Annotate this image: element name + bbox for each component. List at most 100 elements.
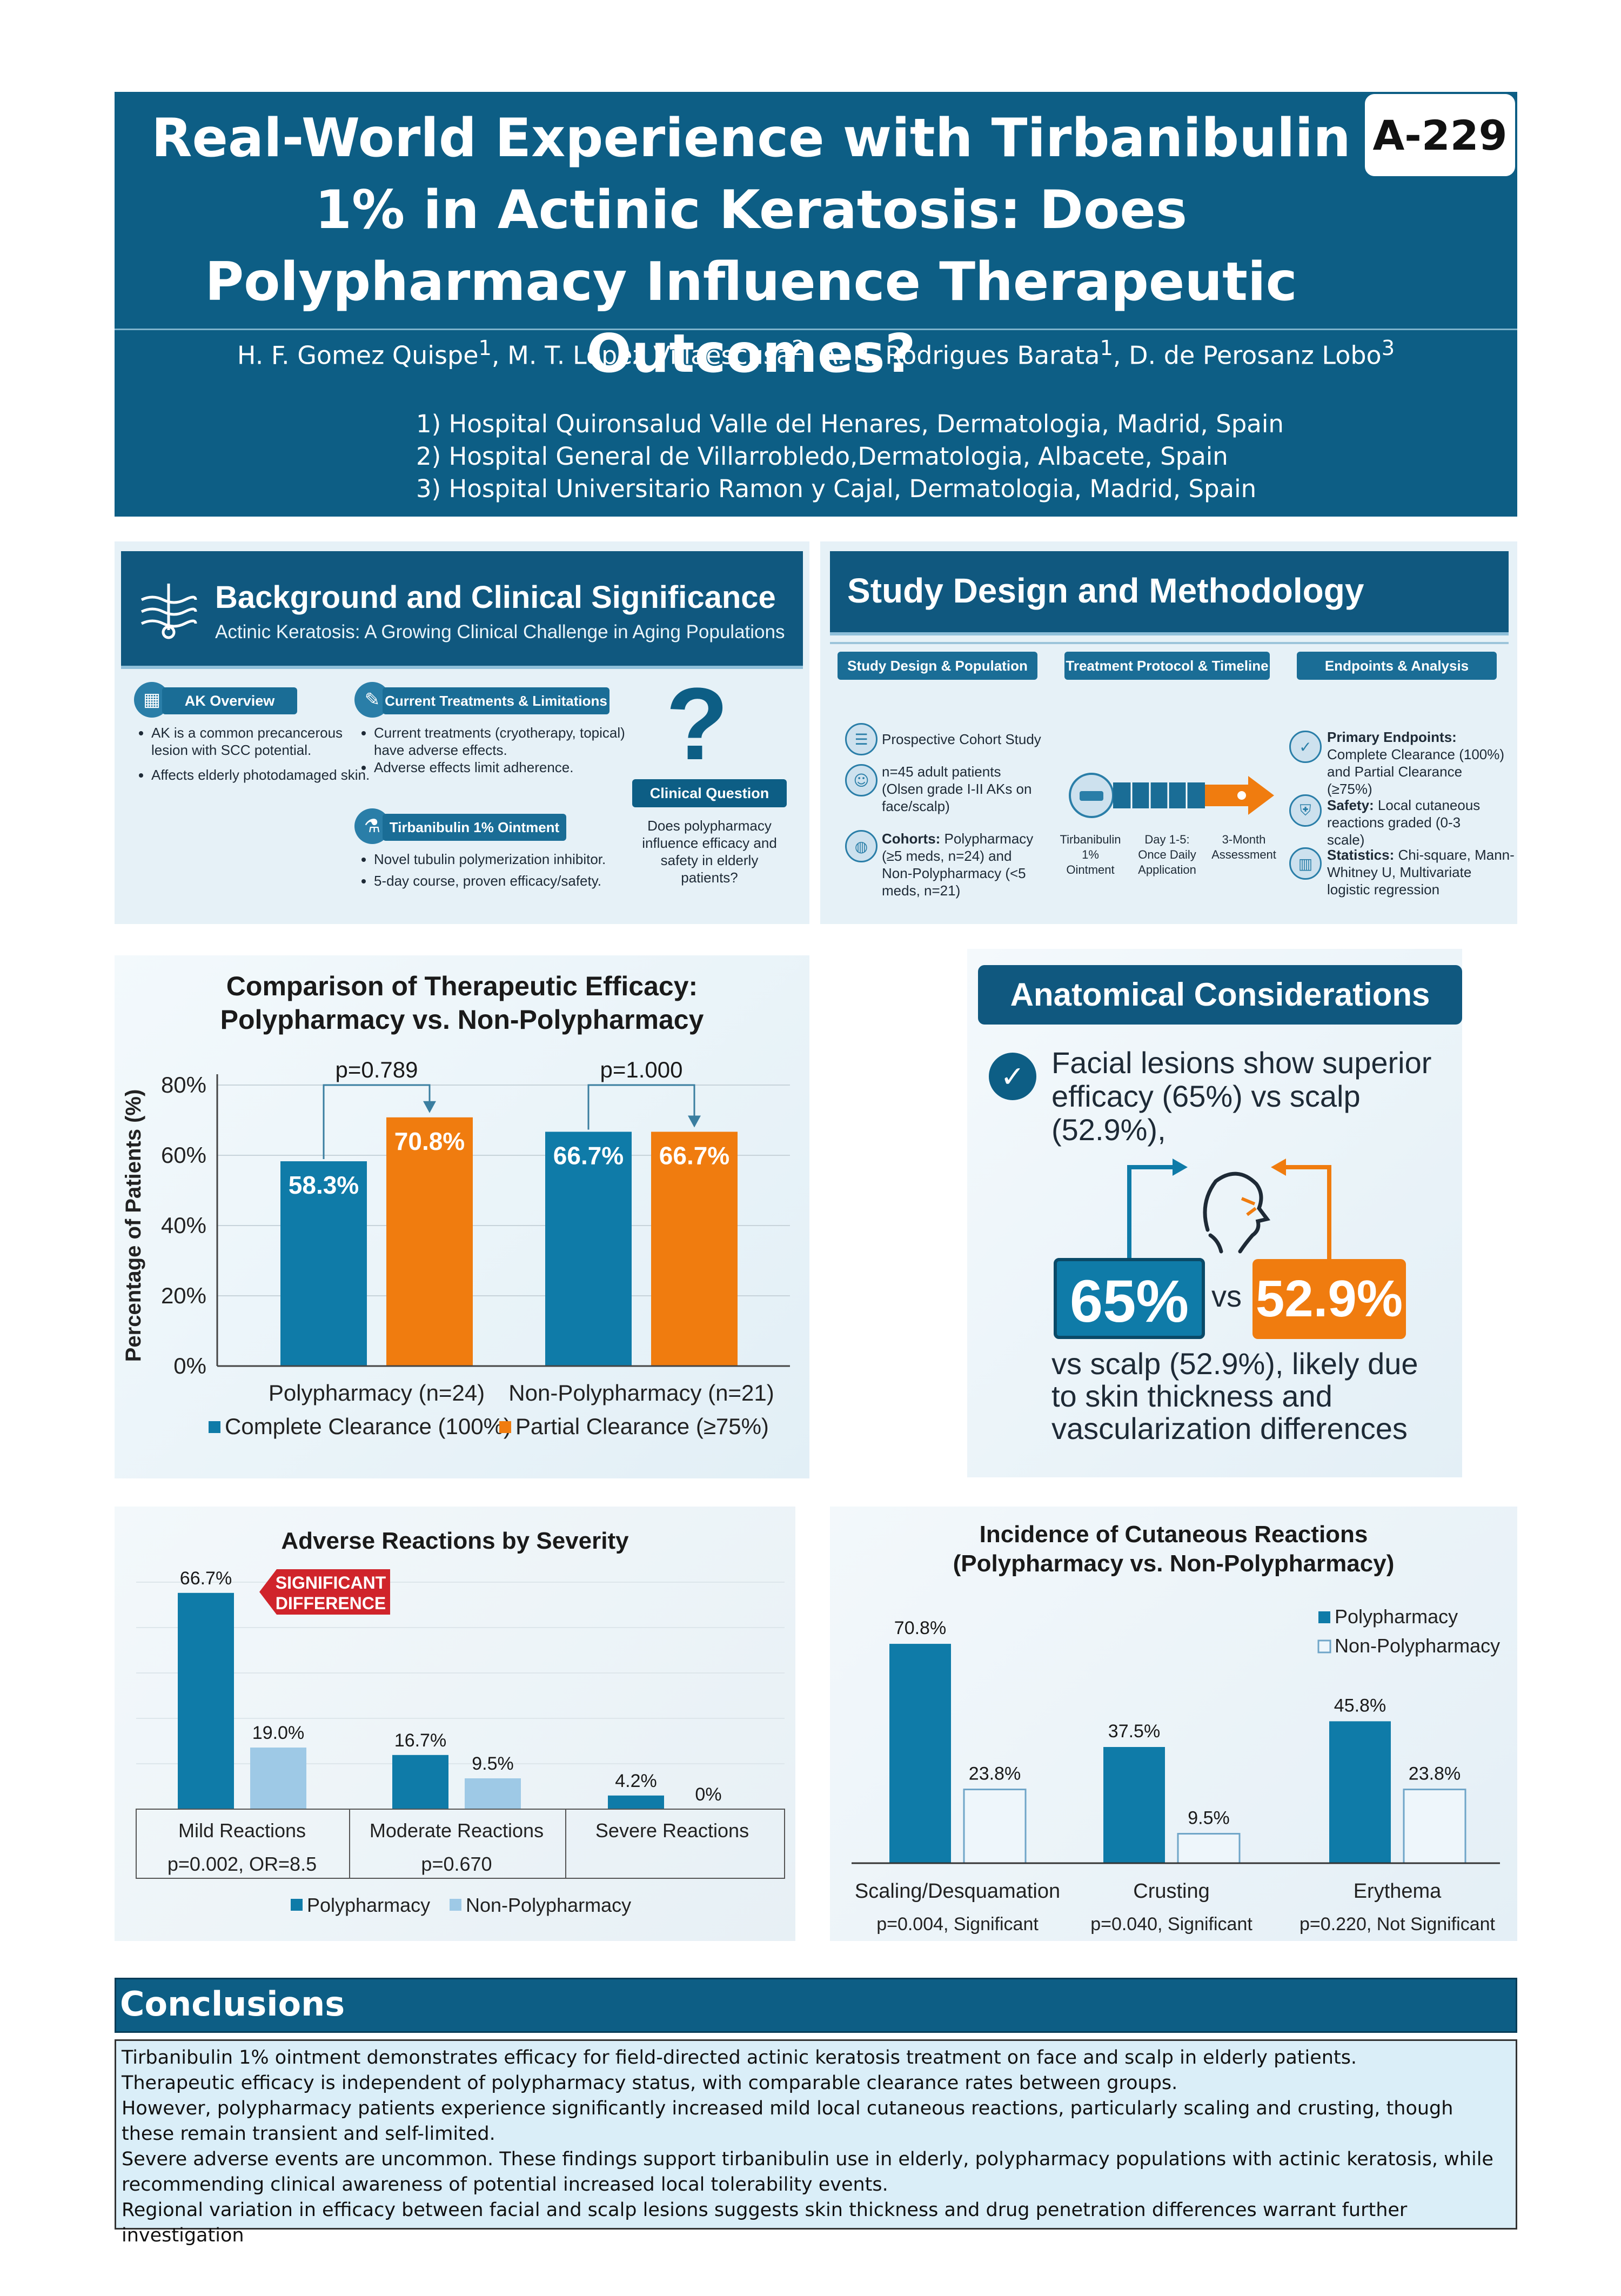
day1-5-segment [1113, 782, 1205, 808]
data-label: 66.7% [659, 1141, 729, 1169]
background-banner: Background and Clinical Significance Act… [121, 551, 803, 669]
bar [392, 1755, 448, 1809]
data-label: 66.7% [553, 1141, 624, 1169]
x-tick-label: Mild Reactions [178, 1819, 306, 1842]
category-stat: p=0.220, Not Significant [1300, 1914, 1496, 1934]
current-treatments-bullets: Current treatments (cryotherapy, topical… [346, 724, 633, 776]
legend-label: Non-Polypharmacy [466, 1894, 631, 1916]
population-text: Polypharmacy (≥5 meds, n=24) and Non-Pol… [882, 831, 1034, 899]
divider [830, 642, 1509, 644]
bracket-arrow [688, 1115, 701, 1128]
data-label: 45.8% [1334, 1695, 1386, 1716]
tab-treatment-protocol: Treatment Protocol & Timeline [1064, 652, 1270, 680]
callout-text: DIFFERENCE [276, 1594, 386, 1613]
y-tick-label: 20% [161, 1283, 206, 1308]
shield-icon: ⛨ [1289, 794, 1322, 827]
x-tick-label: Scaling/Desquamation [855, 1880, 1060, 1903]
bar [280, 1161, 367, 1366]
x-tick-label: Non-Polypharmacy (n=21) [508, 1380, 774, 1405]
bar [1329, 1721, 1391, 1863]
author-affiliation-index: 1 [1100, 336, 1113, 360]
cutaneous-reactions-chart: Incidence of Cutaneous Reactions(Polypha… [852, 1521, 1500, 1934]
skin-layers-icon [140, 584, 197, 639]
timeline-label-start: Tirbanibulin 1% Ointment [1060, 833, 1121, 876]
data-label: 16.7% [394, 1730, 446, 1751]
ak-overview-bullets: AK is a common precancerous lesion with … [123, 724, 378, 784]
data-label: 0% [695, 1784, 721, 1805]
population-item: Prospective Cohort Study [882, 731, 1055, 748]
data-label: 70.8% [894, 1618, 946, 1638]
legend-swatch [499, 1421, 511, 1433]
bar [1403, 1789, 1466, 1864]
affiliation: 3) Hospital Universitario Ramon y Cajal,… [416, 474, 1257, 503]
x-tick-label: Severe Reactions [595, 1819, 749, 1842]
ak-overview-label: AK Overview [162, 687, 297, 714]
tab-endpoints-analysis: Endpoints & Analysis [1297, 652, 1497, 680]
tab-study-design-population: Study Design & Population [838, 652, 1037, 680]
bar [545, 1132, 632, 1366]
y-tick-label: 60% [161, 1142, 206, 1168]
legend-swatch [1318, 1611, 1330, 1623]
legend-swatch [209, 1421, 220, 1433]
arrow-right [1286, 1165, 1331, 1260]
conclusion-line: Regional variation in efficacy between f… [122, 2199, 1408, 2246]
face-value-box: 65% [1054, 1258, 1205, 1339]
bar [651, 1132, 738, 1366]
bar [1103, 1747, 1165, 1863]
data-label: 58.3% [289, 1171, 359, 1199]
p-value-label: p=0.789 [336, 1057, 418, 1082]
chart-title: (Polypharmacy vs. Non-Polypharmacy) [953, 1550, 1395, 1577]
poster-id-badge: A-229 [1363, 92, 1517, 178]
bullet: 5-day course, proven efficacy/safety. [374, 872, 633, 889]
bar [963, 1789, 1027, 1864]
population-item: n=45 adult patients (Olsen grade I-II AK… [882, 763, 1039, 815]
y-axis-label: Percentage of Patients (%) [122, 1089, 145, 1362]
arrow-left [1127, 1165, 1173, 1260]
endpoint-label: Safety: [1327, 797, 1374, 813]
study-design-title: Study Design and Methodology [847, 571, 1364, 610]
bullet: Adverse effects limit adherence. [374, 759, 633, 776]
conclusions-box: Tirbanibulin 1% ointment demonstrates ef… [115, 2039, 1517, 2246]
bar [608, 1795, 664, 1809]
y-tick-label: 80% [161, 1072, 206, 1097]
scalp-value-box: 52.9% [1252, 1259, 1406, 1339]
author-affiliation-index: 3 [1381, 336, 1395, 360]
poster-header [115, 92, 1517, 517]
current-treatments-label: Current Treatments & Limitations [383, 687, 609, 714]
bar [178, 1592, 234, 1809]
significance-callout [259, 1569, 390, 1615]
category-table [136, 1809, 785, 1879]
conclusions-title: Conclusions [120, 1984, 345, 2024]
tirbanibulin-bullets: Novel tubulin polymerization inhibitor. … [346, 851, 633, 889]
study-design-banner: Study Design and Methodology [830, 551, 1509, 635]
background-title: Background and Clinical Significance [215, 580, 776, 615]
data-label: 66.7% [180, 1568, 232, 1589]
arrow-head [1248, 776, 1274, 815]
bar-chart-icon: ▥ [1289, 847, 1322, 880]
bullet: AK is a common precancerous lesion with … [151, 724, 378, 759]
anatomical-panel [967, 949, 1462, 1477]
endpoint-item: Safety: Local cutaneous reactions graded… [1327, 796, 1500, 848]
clipboard-icon: ☰ [845, 723, 878, 755]
data-label: 70.8% [394, 1127, 465, 1155]
clinical-question-label: Clinical Question [632, 779, 787, 807]
endpoint-item: Primary Endpoints: Complete Clearance (1… [1327, 728, 1511, 798]
target-marker [1246, 1207, 1257, 1216]
affiliation-list: 1) Hospital Quironsalud Valle del Henare… [416, 408, 1284, 505]
author-name: D. de Perosanz Lobo [1129, 340, 1382, 370]
legend-label: Partial Clearance (≥75%) [515, 1414, 769, 1439]
endpoint-item: Statistics: Chi-square, Mann-Whitney U, … [1327, 846, 1516, 898]
arrow-right-head [1271, 1159, 1286, 1176]
chart-title: Adverse Reactions by Severity [281, 1528, 629, 1554]
data-label: 4.2% [615, 1771, 657, 1791]
data-label: 9.5% [1188, 1808, 1230, 1829]
affiliation: 2) Hospital General de Villarrobledo,Der… [416, 442, 1228, 471]
endpoint-text: Local cutaneous reactions graded (0-3 sc… [1327, 797, 1481, 848]
chart-title: Incidence of Cutaneous Reactions [980, 1521, 1368, 1548]
category-stat: p=0.040, Significant [1090, 1914, 1252, 1934]
category-stat: p=0.002, OR=8.5 [168, 1853, 317, 1875]
arrow-left-head [1173, 1159, 1188, 1176]
conclusions-banner [115, 1978, 1517, 2033]
x-tick-label: Crusting [1133, 1880, 1210, 1903]
x-tick-label: Moderate Reactions [370, 1819, 544, 1842]
